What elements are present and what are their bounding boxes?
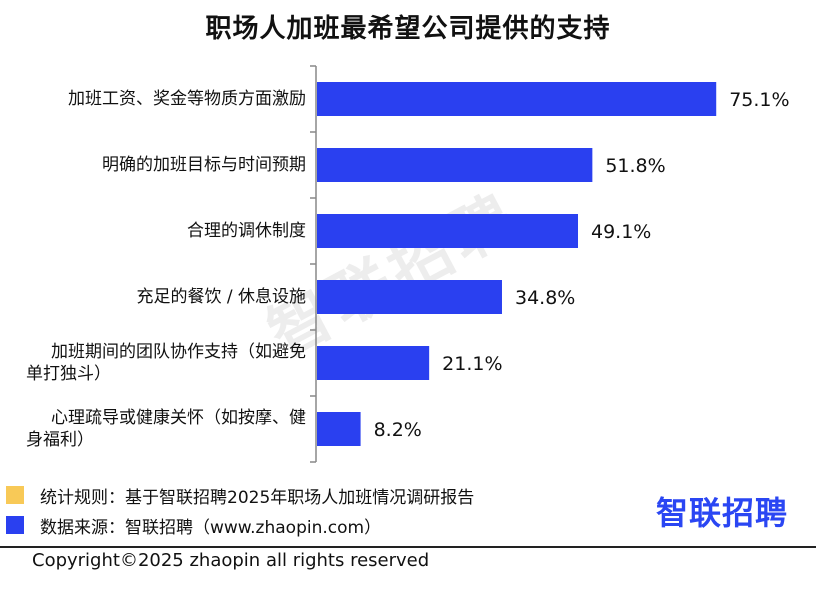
category-label: 心理疏导或健康关怀（如按摩、健 身福利） <box>8 407 306 451</box>
source-note: 数据来源：智联招聘（www.zhaopin.com） <box>6 514 382 538</box>
category-label: 加班工资、奖金等物质方面激励 <box>8 88 306 110</box>
category-label-line: 心理疏导或健康关怀（如按摩、健 <box>51 408 306 428</box>
footer-divider <box>0 546 816 548</box>
source-text: 数据来源：智联招聘（www.zhaopin.com） <box>40 517 382 538</box>
bar-value-label: 75.1% <box>729 89 789 111</box>
rule-swatch <box>6 486 24 504</box>
category-label-line: 充足的餐饮 / 休息设施 <box>136 287 306 307</box>
category-label-line: 合理的调休制度 <box>187 221 306 241</box>
category-label: 加班期间的团队协作支持（如避免 单打独斗） <box>8 341 306 385</box>
category-label-line: 加班期间的团队协作支持（如避免 <box>51 342 306 362</box>
bar <box>317 280 502 314</box>
category-label: 充足的餐饮 / 休息设施 <box>8 286 306 308</box>
bar <box>317 214 579 248</box>
bar-value-label: 34.8% <box>515 287 575 309</box>
bar <box>317 148 593 182</box>
category-label: 明确的加班目标与时间预期 <box>8 154 306 176</box>
source-swatch <box>6 516 24 534</box>
bar <box>317 346 430 380</box>
bar-chart: 75.1% 51.8% 49.1% 34.8% 21.1% 8.2% <box>310 65 790 463</box>
category-label-line: 单打独斗） <box>26 364 111 384</box>
rule-note: 统计规则：基于智联招聘2025年职场人加班情况调研报告 <box>6 484 475 508</box>
category-label-line: 明确的加班目标与时间预期 <box>102 155 306 175</box>
bar <box>317 82 717 116</box>
zhaopin-logo: 智联招聘 <box>656 494 789 532</box>
bar-value-label: 51.8% <box>605 155 665 177</box>
bar-value-label: 8.2% <box>374 419 422 441</box>
category-label-line: 加班工资、奖金等物质方面激励 <box>68 89 306 109</box>
rule-text: 统计规则：基于智联招聘2025年职场人加班情况调研报告 <box>40 487 475 508</box>
bar-value-label: 49.1% <box>591 221 651 243</box>
bar <box>317 412 361 446</box>
category-label: 合理的调休制度 <box>8 220 306 242</box>
copyright-text: Copyright©2025 zhaopin all rights reserv… <box>32 550 430 571</box>
bar-value-label: 21.1% <box>442 353 502 375</box>
category-label-line: 身福利） <box>26 430 94 450</box>
chart-title: 职场人加班最希望公司提供的支持 <box>205 14 611 44</box>
